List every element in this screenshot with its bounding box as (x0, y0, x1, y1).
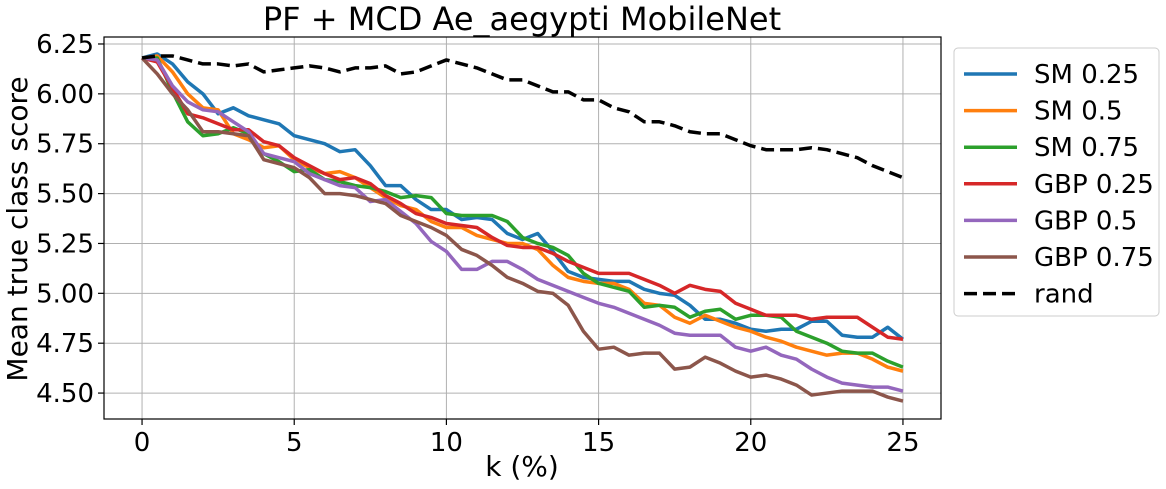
series-layer (140, 52, 905, 403)
y-tick-label: 6.00 (36, 80, 94, 110)
series-line-sm-0-25 (141, 52, 905, 341)
x-tick-label: 25 (886, 428, 919, 458)
x-tick-label: 5 (286, 428, 303, 458)
series-line-gbp-0-75 (140, 56, 904, 403)
legend-entry-label: GBP 0.25 (1034, 170, 1154, 200)
y-tick-label: 4.75 (36, 329, 94, 359)
x-tick-label: 15 (582, 428, 615, 458)
x-tick-label: 20 (734, 428, 767, 458)
tick-layer: 0 5 10 15 20 25 4.50 4.75 5.00 5.25 5.50 5.75 6.00 6.… (36, 30, 919, 458)
series-line-gbp-0-25 (141, 56, 904, 341)
chart-title: PF + MCD Ae_aegypti MobileNet (263, 0, 781, 38)
x-tick-label: 10 (430, 428, 463, 458)
y-axis-label: Mean true class score (1, 76, 34, 381)
grid-layer (104, 37, 941, 419)
legend-entry-label: SM 0.25 (1034, 60, 1139, 90)
plot-frame (103, 36, 942, 420)
series-line-sm-0-5 (141, 54, 904, 373)
x-tick-label: 0 (134, 428, 151, 458)
series-line-sm-0-75 (142, 56, 904, 369)
legend: SM 0.25 SM 0.5 SM 0.75 GBP 0.25 GBP 0.5 GBP 0… (953, 47, 1160, 317)
series-line-gbp-0-5 (141, 56, 904, 393)
legend-entry-label: rand (1034, 280, 1094, 310)
y-tick-label: 5.50 (36, 180, 94, 210)
y-tick-label: 5.25 (36, 229, 94, 259)
y-tick-label: 4.50 (36, 379, 94, 409)
y-tick-label: 5.75 (36, 130, 94, 160)
legend-entry-label: SM 0.75 (1034, 133, 1139, 163)
y-tick-label: 6.25 (36, 30, 94, 60)
legend-entry-label: SM 0.5 (1034, 97, 1123, 127)
legend-entry-label: GBP 0.5 (1034, 206, 1137, 236)
legend-entry-label: GBP 0.75 (1034, 243, 1154, 273)
x-axis-label: k (%) (485, 450, 559, 483)
legend-box (953, 47, 1160, 317)
y-tick-label: 5.00 (36, 279, 94, 309)
